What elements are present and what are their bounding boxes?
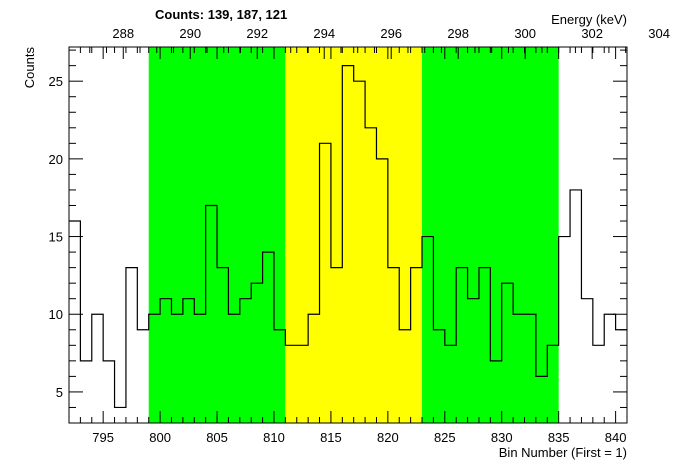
counts-summary: Counts: 139, 187, 121: [155, 7, 287, 22]
x2-tick-label: 304: [648, 26, 670, 41]
region-background-right: [422, 47, 559, 423]
x-tick-label: 815: [320, 430, 342, 445]
x2-tick-label: 292: [246, 26, 268, 41]
x2-tick-label: 302: [581, 26, 603, 41]
x-tick-label: 825: [434, 430, 456, 445]
x2-tick-label: 296: [380, 26, 402, 41]
x-tick-label: 830: [491, 430, 513, 445]
y-axis-title: Counts: [22, 47, 37, 89]
y-tick-label: 15: [49, 230, 63, 245]
y-tick-label: 10: [49, 307, 63, 322]
x2-axis-title: Energy (keV): [551, 12, 627, 27]
x-tick-label: 820: [377, 430, 399, 445]
region-bands: [148, 47, 559, 423]
x2-tick-label: 300: [514, 26, 536, 41]
region-peak: [285, 47, 423, 423]
x-tick-label: 810: [263, 430, 285, 445]
x2-tick-label: 288: [112, 26, 134, 41]
histogram-series: [69, 65, 627, 409]
y-tick-label: 5: [56, 385, 63, 400]
x-axis-title: Bin Number (First = 1): [499, 445, 627, 460]
plot-frame: [68, 46, 628, 424]
x-tick-label: 795: [92, 430, 114, 445]
x-tick-label: 840: [605, 430, 627, 445]
x-tick-label: 800: [149, 430, 171, 445]
x-tick-label: 835: [548, 430, 570, 445]
x-axis: 795 800 805 810 815 820 825 830 835 840: [68, 47, 628, 445]
x2-tick-label: 294: [313, 26, 335, 41]
x2-tick-label: 298: [447, 26, 469, 41]
x-tick-label: 805: [206, 430, 228, 445]
y-tick-label: 25: [49, 74, 63, 89]
x2-axis: 288 290 292 294 296 298 300 302 304: [89, 26, 670, 59]
x2-tick-label: 290: [179, 26, 201, 41]
y-tick-label: 20: [49, 152, 63, 167]
y-axis: 5 10 15 20 25: [49, 49, 627, 424]
